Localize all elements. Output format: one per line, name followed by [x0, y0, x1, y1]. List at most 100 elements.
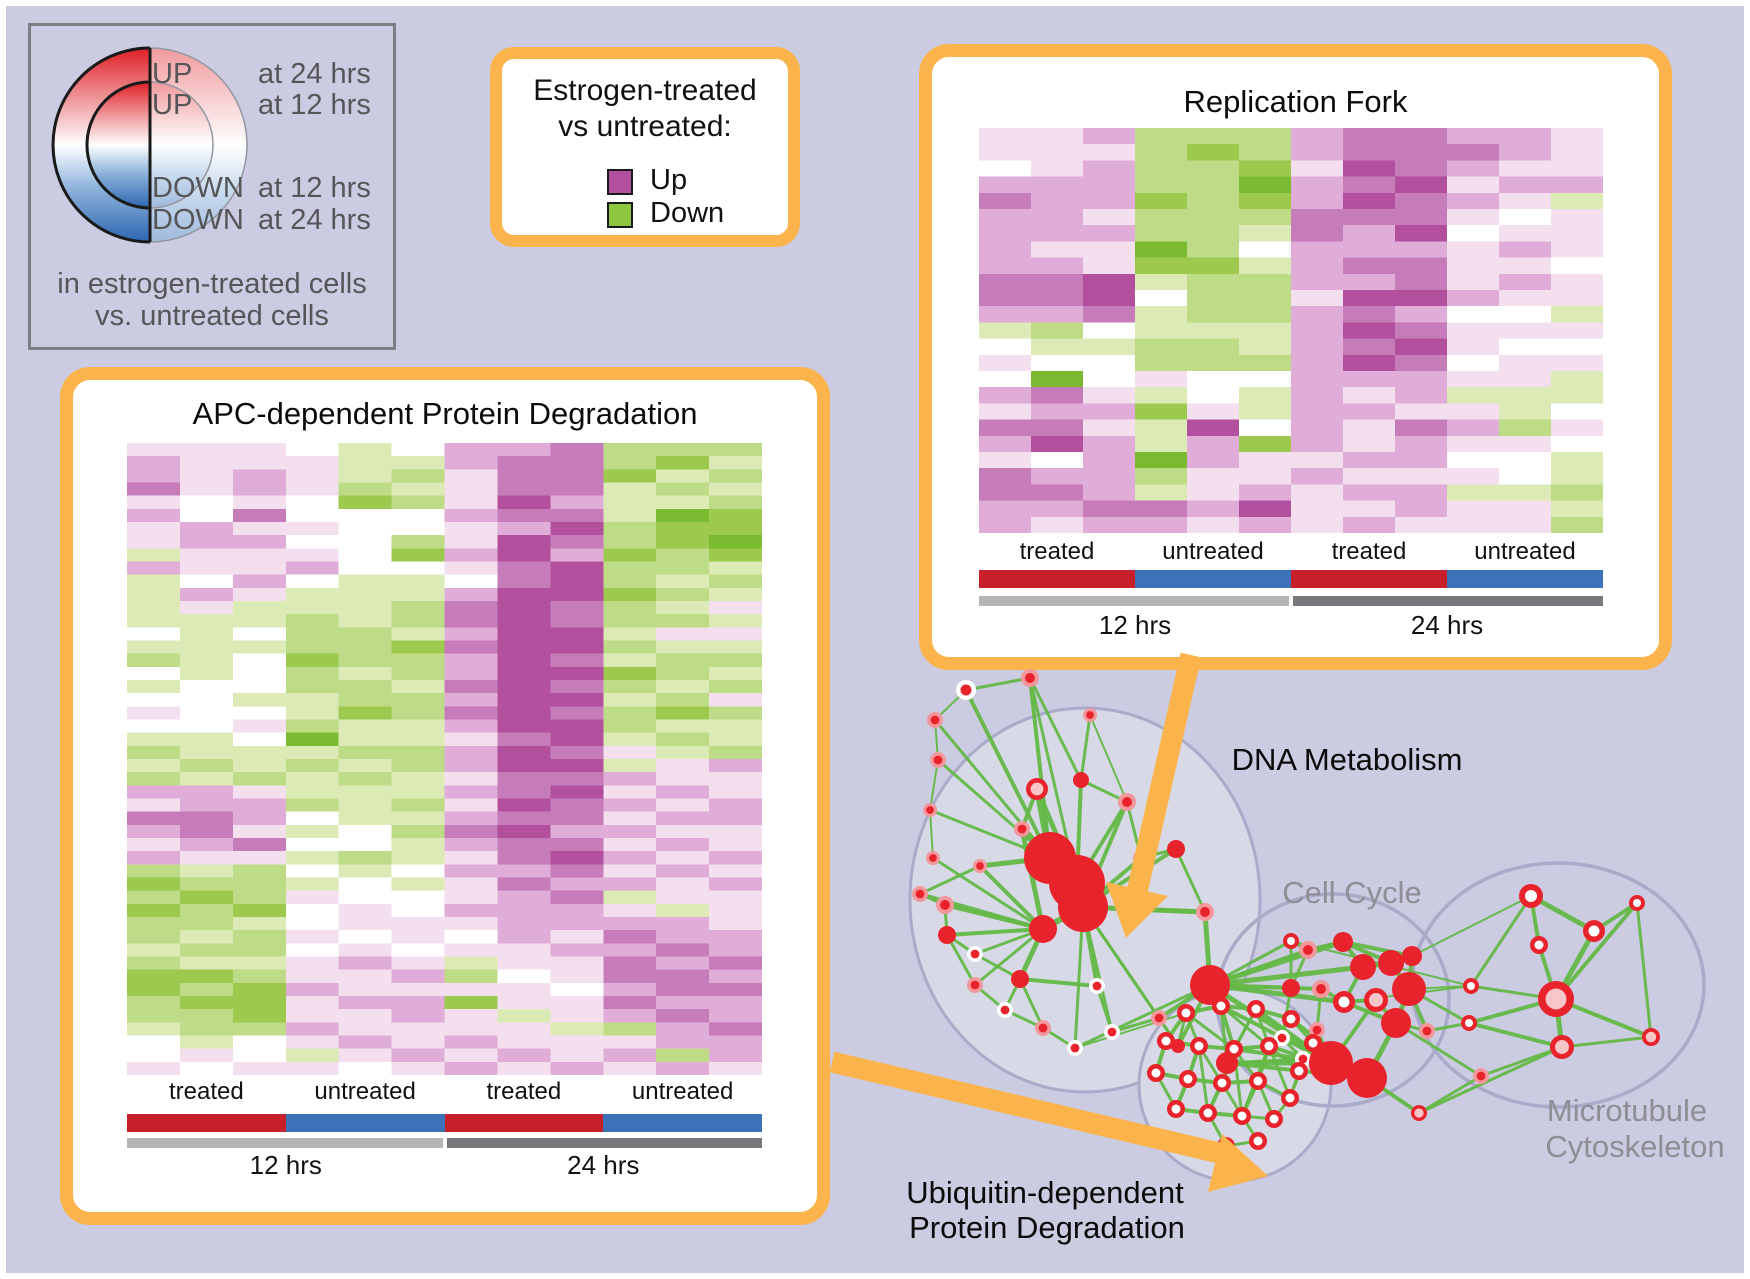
heatmap-cell [709, 930, 762, 944]
heatmap-cell [1343, 225, 1397, 242]
network-node-core [1264, 1041, 1274, 1051]
heatmap-cell [603, 719, 658, 733]
heatmap-cell [1343, 387, 1397, 404]
heatmap-cell [285, 996, 340, 1010]
network-node-solid [1392, 972, 1426, 1006]
heatmap-cell [603, 851, 658, 865]
heatmap-cell [179, 851, 234, 865]
heatmap-cell [497, 903, 552, 918]
heatmap-cell [709, 1035, 762, 1049]
heatmap-cell [656, 587, 711, 602]
heatmap-cell [1395, 241, 1449, 258]
network-edge [1560, 1035, 1653, 1049]
heatmap-cell [232, 982, 287, 997]
heatmap-cell [127, 508, 181, 523]
heatmap-cell [391, 903, 446, 918]
heatmap-cell [603, 627, 658, 641]
heatmap-cell [656, 653, 711, 668]
heatmap-cell [709, 706, 762, 720]
heatmap-cell [1187, 176, 1241, 194]
heatmap-cell [1135, 257, 1189, 275]
heatmap-cell [656, 693, 711, 707]
heatmap-cell [1239, 500, 1293, 518]
heatmap-cell [285, 495, 340, 510]
heatmap-cell [1551, 500, 1603, 518]
heatmap-cell [127, 456, 181, 470]
heatmap-cell [338, 772, 393, 786]
heatmap-cell [1447, 338, 1501, 356]
heatmap-cell [127, 811, 181, 826]
heatmap-cell [444, 956, 499, 970]
heatmap-cell [550, 666, 605, 681]
heatmap-cell [1135, 371, 1189, 388]
heatmap-cell [285, 930, 340, 944]
heatmap-cell [709, 693, 762, 707]
legend-caption-line1: in estrogen-treated cells [57, 268, 367, 300]
heatmap-cell [179, 627, 234, 641]
heatmap-cell [1447, 419, 1501, 437]
heatmap-cell [391, 640, 446, 654]
heatmap-cell [656, 851, 711, 865]
network-node-solid [1378, 950, 1404, 976]
heatmap-cell [179, 456, 234, 470]
heatmap-cell [1291, 338, 1345, 356]
network-node-core [1534, 940, 1544, 950]
heatmap-cell [550, 469, 605, 483]
heatmap-cell [1031, 273, 1085, 291]
heatmap-cell [497, 535, 552, 549]
heatmap-cell [550, 495, 605, 510]
network-edge [1018, 977, 1099, 988]
heatmap-cell [1499, 516, 1553, 533]
heatmap-cell [232, 798, 287, 812]
heatmap-cell [1031, 500, 1085, 518]
heatmap-cell [979, 435, 1033, 453]
heatmap-cell [1395, 484, 1449, 501]
heatmap-cell [1551, 354, 1603, 372]
heatmap-cell [1395, 371, 1449, 388]
heatmap-cell [338, 982, 393, 997]
heatmap-cell [550, 772, 605, 786]
heatmap-cell [391, 1009, 446, 1023]
heatmap-cell [232, 653, 287, 668]
heatmap-cell [1291, 354, 1345, 372]
heatmap-cell [497, 693, 552, 707]
heatmap-cell [391, 785, 446, 799]
heatmap-cell [656, 996, 711, 1010]
heatmap-cell [127, 732, 181, 747]
network-edge [1469, 894, 1533, 988]
heatmap-cell [232, 495, 287, 510]
heatmap-cell [656, 627, 711, 641]
heatmap-cell [603, 1022, 658, 1036]
heatmap-cell [179, 956, 234, 970]
heatmap-cell [603, 653, 658, 668]
heatmap-cell [444, 745, 499, 760]
heatmap-cell [338, 443, 393, 457]
heatmap-cell [979, 176, 1033, 194]
heatmap-cell [1187, 257, 1241, 275]
heatmap-cell [179, 574, 234, 589]
network-edge [1554, 901, 1639, 1001]
heatmap-cell [127, 535, 181, 549]
network-node-core [1298, 1054, 1308, 1064]
heatmap-cell [497, 1022, 552, 1036]
heatmap-cell [1447, 452, 1501, 469]
heatmap-cell [444, 719, 499, 733]
network-node-core [1017, 824, 1027, 834]
heatmap-cell [127, 693, 181, 707]
heatmap-cell [1395, 419, 1449, 437]
heatmap-cell [232, 956, 287, 970]
heatmap-cell [1239, 387, 1293, 404]
heatmap-cell [979, 354, 1033, 372]
heatmap-cell [550, 614, 605, 628]
heatmap-cell [391, 864, 446, 878]
untreated-bar [285, 1114, 445, 1132]
heatmap-cell [709, 759, 762, 773]
heatmap-cell [285, 535, 340, 549]
estrogen-legend-title1: Estrogen-treated [533, 74, 757, 107]
heatmap-cell [497, 930, 552, 944]
heatmap-cell [285, 969, 340, 984]
heatmap-cell [1187, 468, 1241, 485]
heatmap-cell [232, 508, 287, 523]
heatmap-cell [979, 225, 1033, 242]
network-edge [1635, 901, 1653, 1039]
